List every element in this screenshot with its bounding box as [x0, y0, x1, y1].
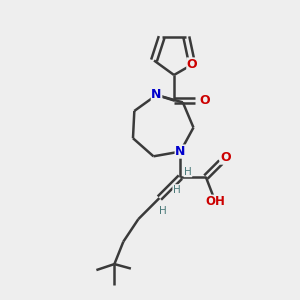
Text: H: H	[159, 206, 167, 216]
Text: OH: OH	[206, 195, 225, 208]
Text: O: O	[199, 94, 210, 107]
Text: H: H	[184, 167, 192, 177]
Text: N: N	[175, 145, 186, 158]
Text: H: H	[173, 185, 181, 195]
Text: N: N	[151, 88, 162, 101]
Text: O: O	[220, 151, 231, 164]
Text: O: O	[187, 58, 197, 71]
